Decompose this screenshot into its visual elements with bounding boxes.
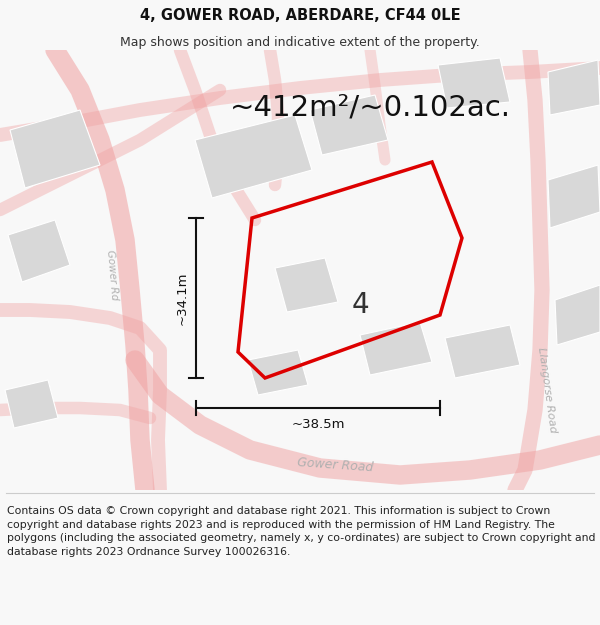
Text: ~34.1m: ~34.1m — [176, 271, 188, 325]
Polygon shape — [548, 165, 600, 228]
Text: 4: 4 — [351, 291, 369, 319]
Polygon shape — [310, 95, 388, 155]
Text: Llangorse Road: Llangorse Road — [536, 346, 558, 434]
Polygon shape — [555, 285, 600, 345]
Polygon shape — [10, 110, 100, 188]
Polygon shape — [5, 380, 58, 428]
Text: Gower Rd: Gower Rd — [105, 249, 119, 301]
Text: Gower Road: Gower Road — [296, 456, 373, 474]
Polygon shape — [548, 60, 600, 115]
Polygon shape — [195, 115, 312, 198]
Polygon shape — [360, 322, 432, 375]
Text: 4, GOWER ROAD, ABERDARE, CF44 0LE: 4, GOWER ROAD, ABERDARE, CF44 0LE — [140, 8, 460, 22]
Polygon shape — [275, 258, 338, 312]
Text: ~412m²/~0.102ac.: ~412m²/~0.102ac. — [229, 94, 511, 122]
Text: ~38.5m: ~38.5m — [291, 418, 345, 431]
Text: Contains OS data © Crown copyright and database right 2021. This information is : Contains OS data © Crown copyright and d… — [7, 506, 596, 557]
Polygon shape — [8, 220, 70, 282]
Text: Map shows position and indicative extent of the property.: Map shows position and indicative extent… — [120, 36, 480, 49]
Polygon shape — [438, 58, 510, 108]
Polygon shape — [445, 325, 520, 378]
Polygon shape — [248, 350, 308, 395]
